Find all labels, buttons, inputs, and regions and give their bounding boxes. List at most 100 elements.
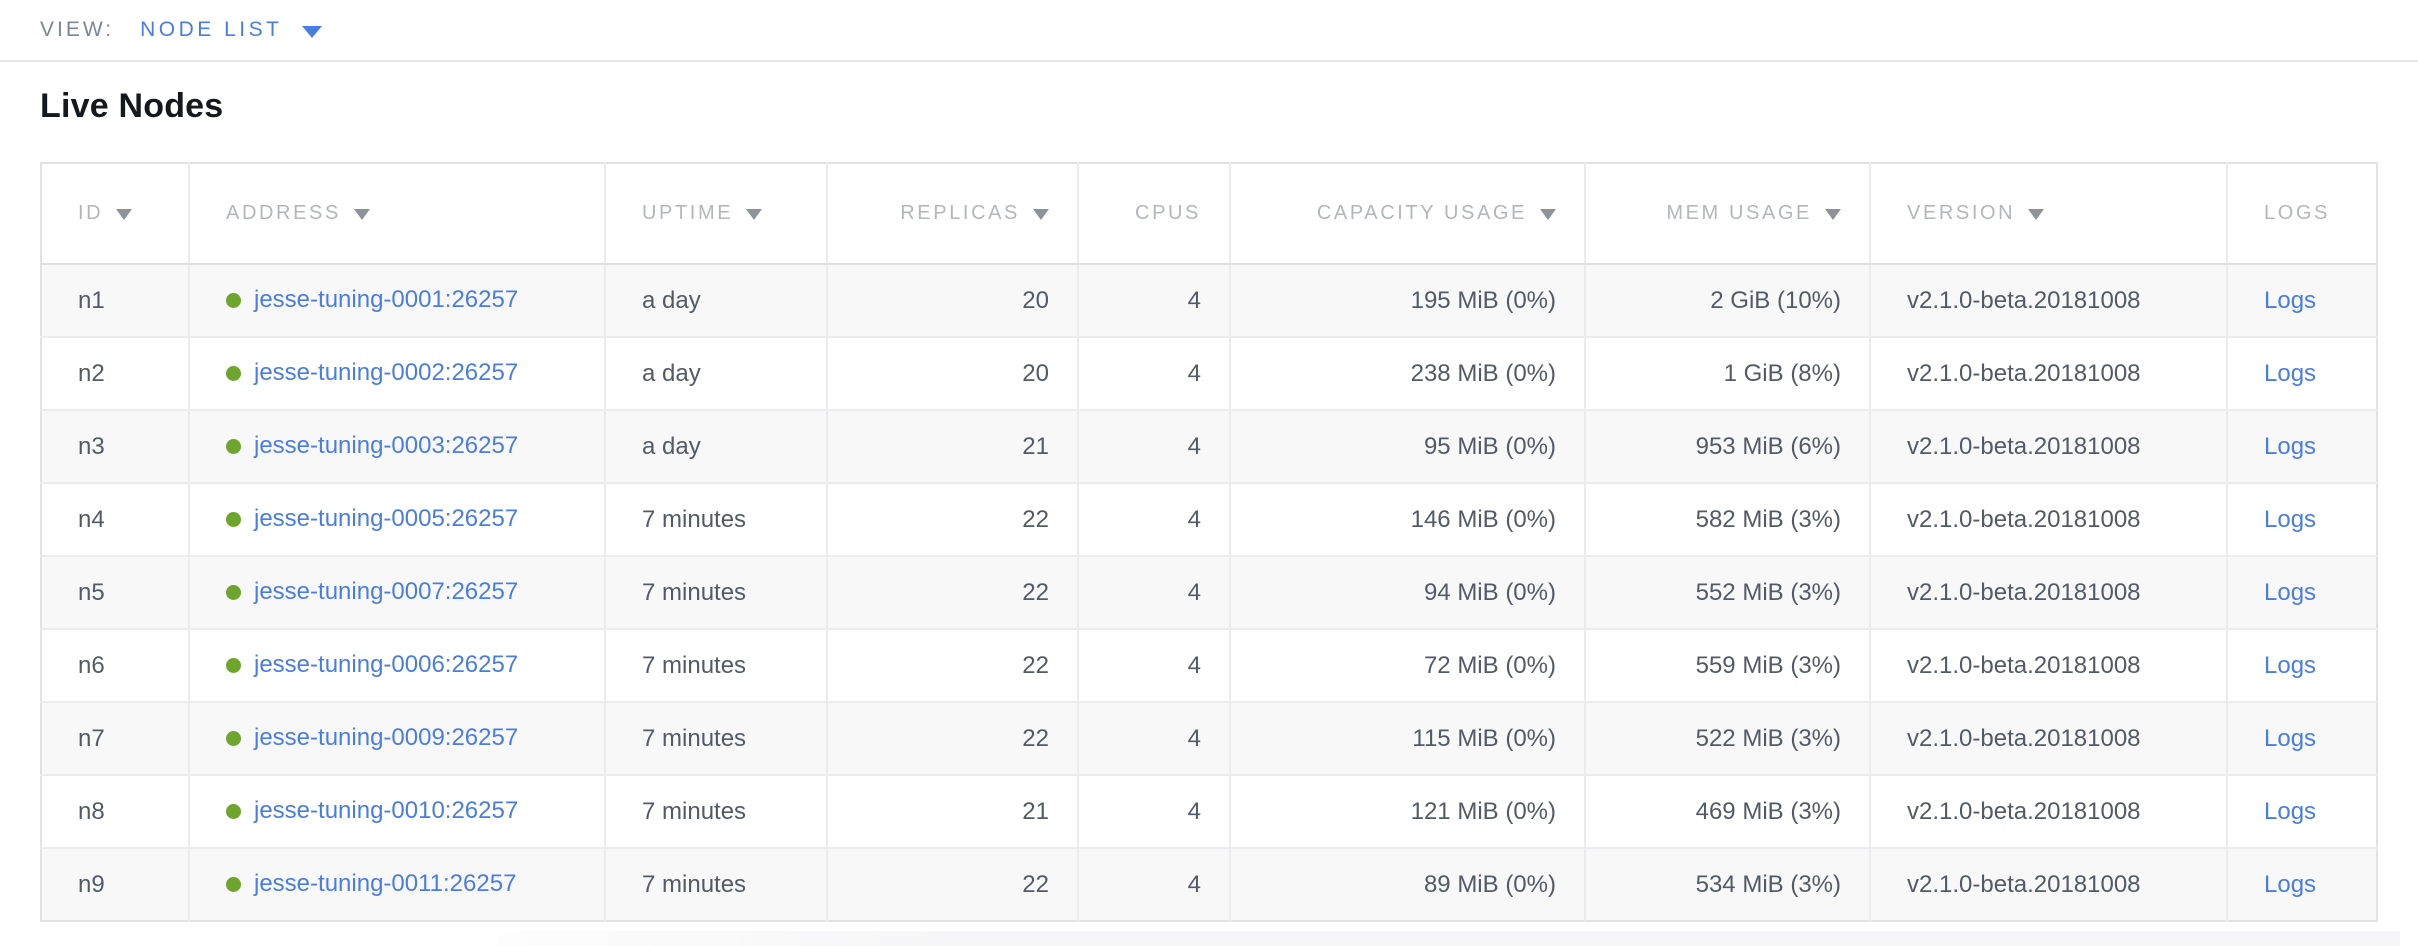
node-uptime-cell: a day	[605, 410, 828, 484]
logs-link[interactable]: Logs	[2264, 359, 2317, 387]
col-header-mem-usage[interactable]: MEM USAGE	[1585, 163, 1871, 265]
node-mem-usage-cell: 469 MiB (3%)	[1585, 775, 1871, 849]
sort-desc-icon	[2028, 209, 2045, 220]
logs-link[interactable]: Logs	[2264, 505, 2317, 533]
sort-desc-icon	[116, 209, 133, 220]
logs-link[interactable]: Logs	[2264, 651, 2317, 679]
node-mem-usage-cell: 534 MiB (3%)	[1585, 848, 1871, 921]
live-green-dot-icon	[226, 803, 241, 819]
node-address-link[interactable]: jesse-tuning-0007:26257	[226, 578, 518, 606]
chevron-down-icon	[302, 25, 323, 38]
table-row: n4 jesse-tuning-0005:26257 7 minutes 22 …	[41, 483, 2377, 557]
col-header-id[interactable]: ID	[41, 163, 190, 265]
node-cpus-cell: 4	[1078, 629, 1231, 703]
col-header-version[interactable]: VERSION	[1870, 163, 2228, 265]
node-version-cell: v2.1.0-beta.20181008	[1870, 410, 2228, 484]
node-address-link[interactable]: jesse-tuning-0002:26257	[226, 359, 518, 387]
node-cpus-cell: 4	[1078, 264, 1231, 338]
node-logs-cell: Logs	[2227, 556, 2377, 630]
col-header-uptime[interactable]: UPTIME	[605, 163, 828, 265]
live-green-dot-icon	[226, 365, 241, 381]
view-selector-value: NODE LIST	[140, 18, 283, 41]
node-uptime-cell: a day	[605, 337, 828, 411]
page-title: Live Nodes	[40, 87, 224, 125]
node-address-link[interactable]: jesse-tuning-0005:26257	[226, 505, 518, 533]
node-replicas-cell: 22	[827, 848, 1079, 921]
node-address-link[interactable]: jesse-tuning-0010:26257	[226, 797, 518, 825]
live-green-dot-icon	[226, 438, 241, 454]
node-mem-usage-cell: 522 MiB (3%)	[1585, 702, 1871, 776]
node-replicas-cell: 22	[827, 702, 1079, 776]
node-version-cell: v2.1.0-beta.20181008	[1870, 702, 2228, 776]
col-header-logs: LOGS	[2227, 163, 2377, 265]
node-id-cell: n8	[41, 775, 190, 849]
node-address-cell: jesse-tuning-0006:26257	[189, 629, 606, 703]
col-header-capacity-usage[interactable]: CAPACITY USAGE	[1230, 163, 1586, 265]
node-uptime-cell: 7 minutes	[605, 483, 828, 557]
node-replicas-cell: 20	[827, 337, 1079, 411]
node-capacity-usage-cell: 89 MiB (0%)	[1230, 848, 1586, 921]
node-mem-usage-cell: 582 MiB (3%)	[1585, 483, 1871, 557]
logs-link[interactable]: Logs	[2264, 286, 2317, 314]
node-capacity-usage-cell: 72 MiB (0%)	[1230, 629, 1586, 703]
node-id-cell: n6	[41, 629, 190, 703]
sort-desc-icon	[353, 209, 370, 220]
node-logs-cell: Logs	[2227, 264, 2377, 338]
node-replicas-cell: 22	[827, 629, 1079, 703]
logs-link[interactable]: Logs	[2264, 432, 2317, 460]
sort-desc-icon	[1540, 209, 1556, 220]
node-id-cell: n7	[41, 702, 190, 776]
table-row: n3 jesse-tuning-0003:26257 a day 21 4 95…	[41, 410, 2377, 484]
live-nodes-table: ID ADDRESS UPTIME REPLICAS CPUS CAPACITY…	[40, 162, 2378, 922]
node-replicas-cell: 21	[827, 410, 1079, 484]
live-green-dot-icon	[226, 292, 241, 308]
node-mem-usage-cell: 1 GiB (8%)	[1585, 337, 1871, 411]
node-address-link[interactable]: jesse-tuning-0011:26257	[226, 870, 516, 898]
logs-link[interactable]: Logs	[2264, 870, 2317, 898]
node-cpus-cell: 4	[1078, 775, 1231, 849]
node-id-cell: n3	[41, 410, 190, 484]
logs-link[interactable]: Logs	[2264, 578, 2317, 606]
node-cpus-cell: 4	[1078, 410, 1231, 484]
live-green-dot-icon	[226, 584, 241, 600]
node-version-cell: v2.1.0-beta.20181008	[1870, 483, 2228, 557]
node-version-cell: v2.1.0-beta.20181008	[1870, 264, 2228, 338]
col-header-replicas[interactable]: REPLICAS	[827, 163, 1079, 265]
node-address-cell: jesse-tuning-0003:26257	[189, 410, 606, 484]
node-mem-usage-cell: 2 GiB (10%)	[1585, 264, 1871, 338]
sort-desc-icon	[1825, 209, 1841, 220]
node-uptime-cell: 7 minutes	[605, 629, 828, 703]
node-mem-usage-cell: 552 MiB (3%)	[1585, 556, 1871, 630]
table-row: n2 jesse-tuning-0002:26257 a day 20 4 23…	[41, 337, 2377, 411]
node-address-link[interactable]: jesse-tuning-0006:26257	[226, 651, 518, 679]
table-row: n9 jesse-tuning-0011:26257 7 minutes 22 …	[41, 848, 2377, 921]
node-capacity-usage-cell: 146 MiB (0%)	[1230, 483, 1586, 557]
node-id-cell: n5	[41, 556, 190, 630]
node-address-link[interactable]: jesse-tuning-0003:26257	[226, 432, 518, 460]
node-capacity-usage-cell: 115 MiB (0%)	[1230, 702, 1586, 776]
table-body: n1 jesse-tuning-0001:26257 a day 20 4 19…	[41, 264, 2377, 921]
node-cpus-cell: 4	[1078, 702, 1231, 776]
live-green-dot-icon	[226, 876, 241, 892]
view-selector[interactable]: NODE LIST	[140, 18, 323, 42]
node-address-link[interactable]: jesse-tuning-0001:26257	[226, 286, 518, 314]
logs-link[interactable]: Logs	[2264, 724, 2317, 752]
node-mem-usage-cell: 559 MiB (3%)	[1585, 629, 1871, 703]
node-version-cell: v2.1.0-beta.20181008	[1870, 556, 2228, 630]
node-address-cell: jesse-tuning-0005:26257	[189, 483, 606, 557]
node-address-link[interactable]: jesse-tuning-0009:26257	[226, 724, 518, 752]
table-row: n5 jesse-tuning-0007:26257 7 minutes 22 …	[41, 556, 2377, 630]
node-logs-cell: Logs	[2227, 629, 2377, 703]
logs-link[interactable]: Logs	[2264, 797, 2317, 825]
col-header-address[interactable]: ADDRESS	[189, 163, 606, 265]
node-logs-cell: Logs	[2227, 483, 2377, 557]
table-row: n7 jesse-tuning-0009:26257 7 minutes 22 …	[41, 702, 2377, 776]
node-version-cell: v2.1.0-beta.20181008	[1870, 629, 2228, 703]
node-uptime-cell: 7 minutes	[605, 702, 828, 776]
node-version-cell: v2.1.0-beta.20181008	[1870, 337, 2228, 411]
node-id-cell: n2	[41, 337, 190, 411]
node-version-cell: v2.1.0-beta.20181008	[1870, 848, 2228, 921]
table-row: n1 jesse-tuning-0001:26257 a day 20 4 19…	[41, 264, 2377, 338]
live-green-dot-icon	[226, 730, 241, 746]
node-mem-usage-cell: 953 MiB (6%)	[1585, 410, 1871, 484]
